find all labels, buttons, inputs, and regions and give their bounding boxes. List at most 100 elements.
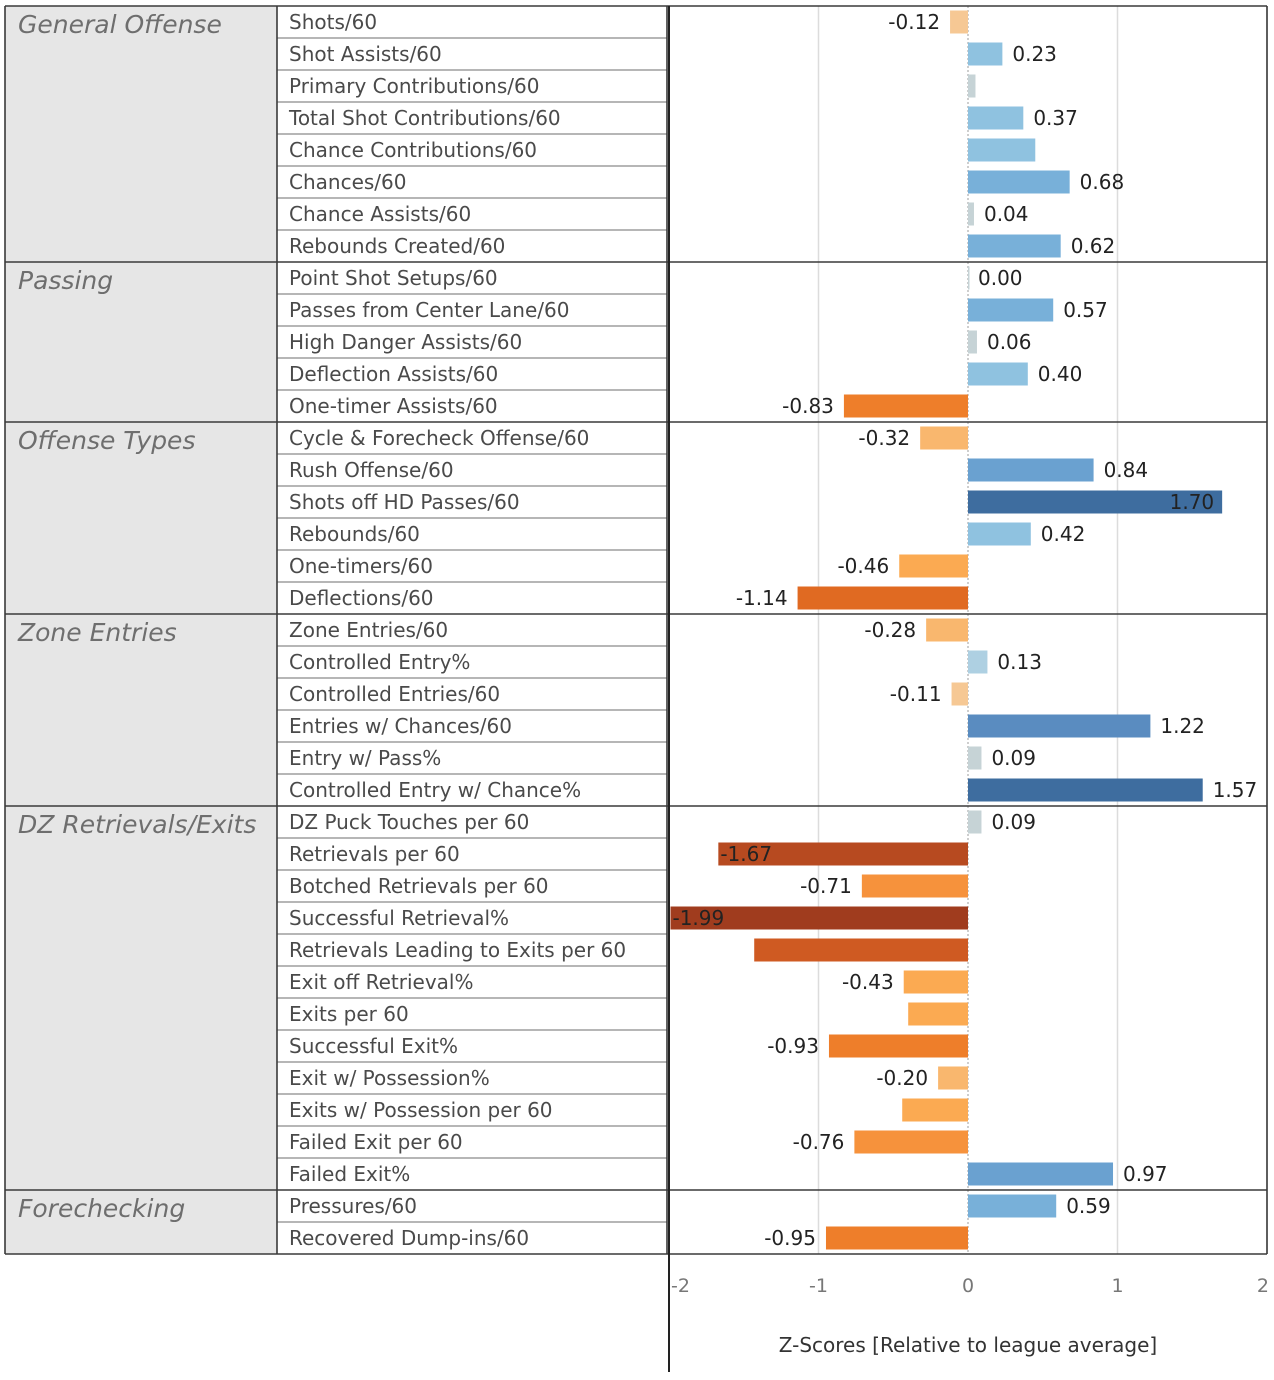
bar [828,1034,968,1058]
x-tick-label: -2 [671,1275,690,1297]
value-label: -0.95 [764,1226,816,1250]
group-cell [5,262,277,422]
bar [968,234,1061,258]
metric-label: Chance Contributions/60 [289,138,537,162]
metric-label: Rush Offense/60 [289,458,454,482]
value-label: 0.57 [1063,298,1108,322]
metric-label: Cycle & Forecheck Offense/60 [289,426,589,450]
bar [968,778,1203,802]
group-cell [5,1190,277,1254]
metric-label: Shot Assists/60 [289,42,442,66]
metric-label: Successful Retrieval% [289,906,509,930]
value-label: 0.09 [991,746,1036,770]
x-axis-title: Z-Scores [Relative to league average] [779,1333,1157,1357]
metric-label: Total Shot Contributions/60 [288,106,561,130]
bar [968,714,1151,738]
value-label: -0.76 [793,1130,845,1154]
metric-label: DZ Puck Touches per 60 [289,810,529,834]
bar [968,202,974,226]
group-cell [5,422,277,614]
x-tick-label: 2 [1257,1275,1269,1297]
bar [843,394,968,418]
metric-label: Rebounds/60 [289,522,420,546]
bar [968,490,1223,514]
group-label: Offense Types [18,426,195,455]
value-label: -0.32 [858,426,910,450]
metric-label: Shots off HD Passes/60 [289,490,520,514]
bar [926,618,968,642]
metric-label: Chance Assists/60 [289,202,471,226]
value-label: 0.62 [1071,234,1116,258]
bar [968,1162,1114,1186]
value-label: 0.40 [1038,362,1083,386]
value-label: 0.42 [1041,522,1086,546]
bar [861,874,968,898]
bar [670,906,968,930]
metric-label: Passes from Center Lane/60 [289,298,569,322]
metric-label: Point Shot Setups/60 [289,266,498,290]
metric-label: Controlled Entry w/ Chance% [289,778,581,802]
metric-label: Shots/60 [289,10,377,34]
bar [825,1226,968,1250]
group-label: DZ Retrievals/Exits [18,810,256,839]
bar [968,138,1036,162]
metric-label: Controlled Entries/60 [289,682,500,706]
value-label: 0.59 [1066,1194,1111,1218]
group-label: Forechecking [18,1194,185,1223]
value-label: 0.97 [1123,1162,1168,1186]
x-tick-label: 1 [1111,1275,1123,1297]
value-label: -0.71 [800,874,852,898]
metric-label: Exits w/ Possession per 60 [289,1098,553,1122]
metric-label: Botched Retrievals per 60 [289,874,549,898]
x-tick-label: -1 [809,1275,828,1297]
value-label: -1.67 [720,842,772,866]
bar [968,170,1070,194]
metric-label: One-timer Assists/60 [289,394,498,418]
value-label: 0.84 [1104,458,1149,482]
group-cell [5,806,277,1190]
value-label: -0.11 [890,682,942,706]
metric-label: Pressures/60 [289,1194,417,1218]
bar [951,682,968,706]
group-label: Zone Entries [17,618,177,647]
metric-label: Rebounds Created/60 [289,234,505,258]
bar [968,330,977,354]
bar [968,522,1031,546]
metric-label: Failed Exit per 60 [289,1130,463,1154]
metric-label: Deflection Assists/60 [289,362,498,386]
bar [899,554,968,578]
bar [968,810,982,834]
value-label: 0.13 [997,650,1042,674]
x-tick-label: 0 [962,1275,974,1297]
value-label: -0.93 [767,1034,819,1058]
bar [797,586,968,610]
value-label: 0.09 [991,810,1036,834]
bar [968,74,976,98]
metric-label: Successful Exit% [289,1034,458,1058]
bar [903,970,968,994]
value-label: 0.00 [978,266,1023,290]
metric-label: Entries w/ Chances/60 [289,714,512,738]
metric-label: Exit w/ Possession% [289,1066,490,1090]
bar [920,426,968,450]
bar [968,266,970,290]
value-label: -0.83 [782,394,834,418]
metric-label: Retrievals per 60 [289,842,460,866]
value-label: -0.12 [888,10,940,34]
bar [968,362,1028,386]
metric-label: Exits per 60 [289,1002,409,1026]
metric-label: High Danger Assists/60 [289,330,522,354]
bar [718,842,968,866]
metric-label: Failed Exit% [289,1162,410,1186]
metric-label: Deflections/60 [289,586,434,610]
metric-label: Zone Entries/60 [289,618,448,642]
value-label: 0.04 [984,202,1029,226]
bar [968,458,1094,482]
bar [968,298,1054,322]
metric-label: Chances/60 [289,170,406,194]
metric-label: Exit off Retrieval% [289,970,473,994]
value-label: -0.43 [842,970,894,994]
bar [908,1002,968,1026]
bar [968,106,1024,130]
value-label: -0.46 [837,554,889,578]
